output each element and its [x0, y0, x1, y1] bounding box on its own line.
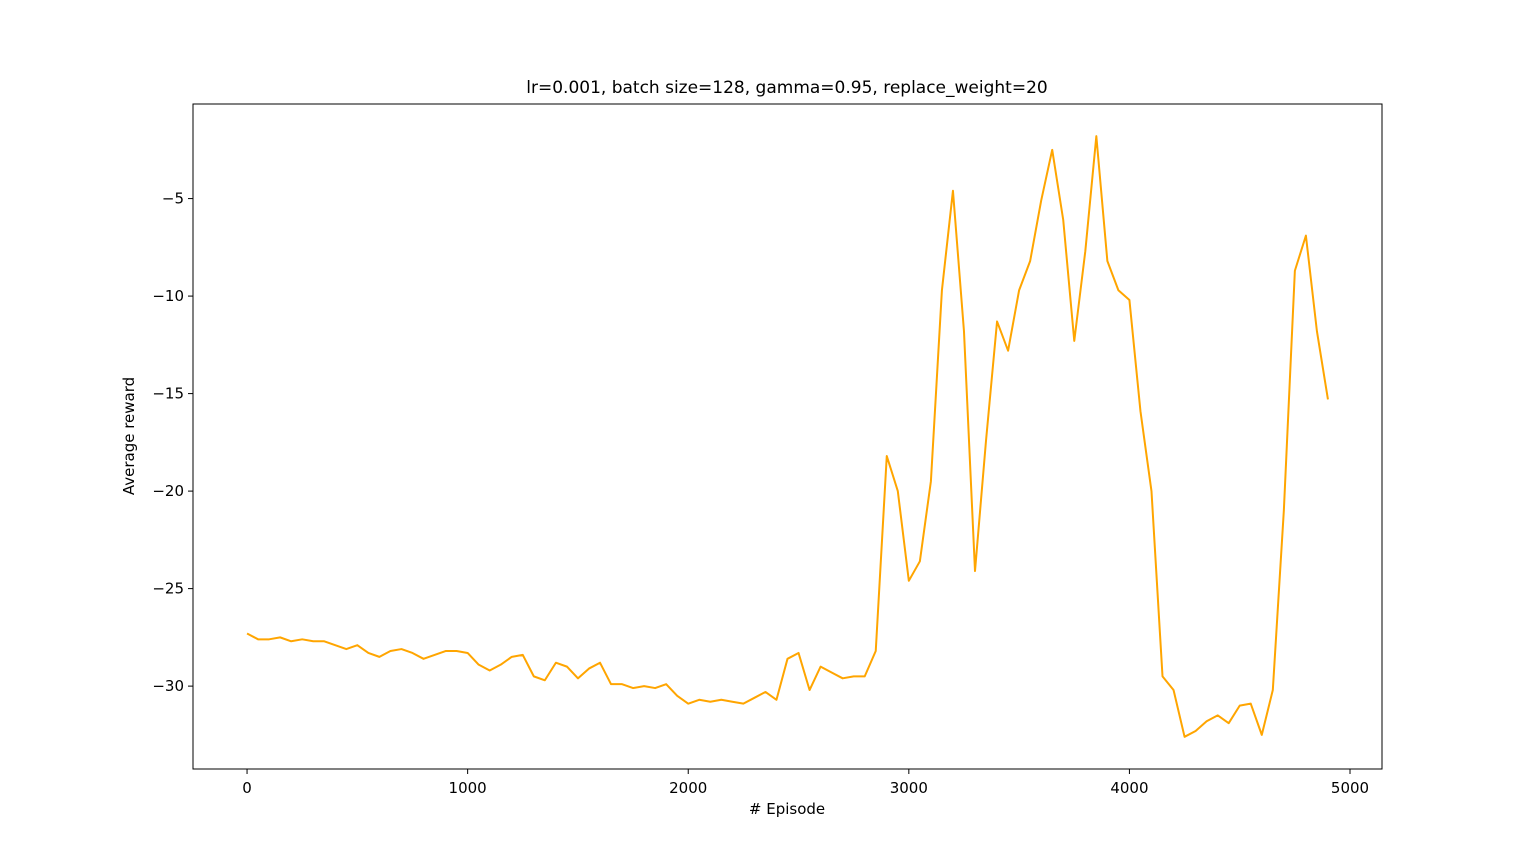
y-tick-label: −25: [152, 580, 184, 598]
y-tick-label: −20: [152, 482, 184, 500]
x-tick-label: 1000: [449, 779, 487, 797]
x-tick-label: 2000: [669, 779, 707, 797]
x-tick-label: 3000: [890, 779, 928, 797]
y-tick-label: −5: [162, 190, 184, 208]
x-axis-label: # Episode: [749, 800, 825, 818]
x-tick-label: 4000: [1110, 779, 1148, 797]
data-line: [246, 135, 1329, 738]
x-tick-label: 5000: [1331, 779, 1369, 797]
x-tick-label: 0: [242, 779, 252, 797]
y-tick-label: −30: [152, 677, 184, 695]
y-axis-label: Average reward: [120, 377, 138, 495]
plot-frame: [192, 103, 1383, 770]
y-tick-label: −15: [152, 385, 184, 403]
chart-title: lr=0.001, batch size=128, gamma=0.95, re…: [526, 78, 1047, 98]
y-tick-label: −10: [152, 287, 184, 305]
